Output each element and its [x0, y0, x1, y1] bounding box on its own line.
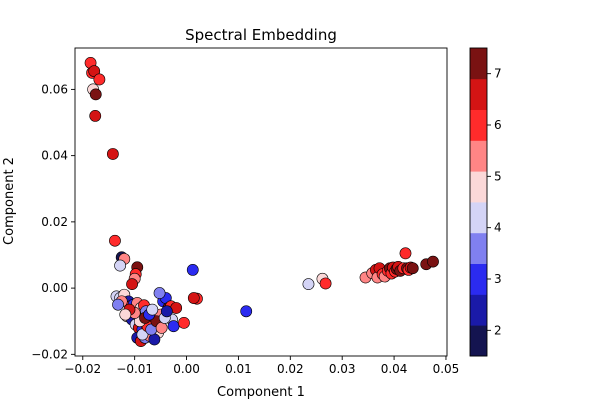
colorbar-band	[470, 78, 487, 110]
scatter-point	[112, 298, 124, 311]
colorbar-band	[470, 325, 487, 357]
scatter-point	[187, 292, 200, 304]
chart-title: Spectral Embedding	[185, 26, 337, 44]
x-tick-label: 0.04	[381, 362, 408, 376]
y-tick-label: 0.00	[41, 281, 68, 295]
y-tick-label: 0.02	[41, 215, 68, 229]
scatter-point	[160, 305, 173, 318]
scatter-point	[148, 333, 161, 346]
plot-area	[74, 47, 448, 357]
scatter-point	[119, 308, 132, 321]
colorbar-band	[470, 109, 487, 141]
scatter-point	[114, 259, 127, 272]
colorbar-band	[470, 232, 487, 264]
colorbar-tick-label: 5	[494, 169, 502, 183]
scatter-point	[178, 316, 190, 329]
scatter-point	[126, 278, 138, 291]
scatter-point	[399, 247, 412, 260]
colorbar-frame	[469, 47, 488, 357]
y-tick-label: 0.04	[41, 149, 68, 163]
scatter-point	[167, 320, 180, 333]
colorbar-tick-label: 4	[494, 221, 502, 235]
colorbar-band	[470, 294, 487, 326]
scatter-point	[153, 287, 166, 299]
scatter-point	[93, 73, 106, 86]
scatter-point	[427, 255, 439, 268]
x-tick-label: −0.02	[64, 362, 101, 376]
scatter-points	[84, 57, 439, 347]
x-tick-label: 0.05	[433, 362, 460, 376]
scatter-point	[240, 305, 253, 318]
scatter-point	[89, 88, 102, 101]
scatter-point	[106, 148, 119, 160]
colorbar-tick-label: 2	[494, 323, 502, 337]
colorbar-band	[470, 171, 487, 203]
x-tick-label: 0.01	[225, 362, 252, 376]
colorbar-band	[470, 140, 487, 172]
plot-frame	[74, 47, 448, 357]
scatter-point	[89, 109, 102, 122]
colorbar-band	[470, 263, 487, 295]
x-tick-label: −0.01	[116, 362, 153, 376]
x-tick-label: 0.02	[277, 362, 304, 376]
colorbar-tick-label: 3	[494, 272, 502, 286]
x-axis: −0.02 −0.01 0.00 0.01 0.02 0.03 0.04 0.05	[64, 356, 459, 376]
x-tick-label: 0.03	[329, 362, 356, 376]
colorbar: 2 3 4 5 6 7	[469, 47, 502, 357]
colorbar-band	[470, 48, 487, 80]
y-tick-label: −0.02	[31, 347, 68, 361]
scatter-point	[302, 278, 315, 291]
scatter-point	[319, 277, 332, 290]
scatter-point	[146, 303, 159, 316]
colorbar-band	[470, 202, 487, 234]
scatter-point	[109, 234, 121, 247]
scatter-point	[186, 263, 199, 276]
scatter-point	[406, 262, 419, 275]
colorbar-tick-label: 6	[494, 118, 502, 132]
y-axis-label: Component 2	[2, 157, 17, 245]
y-axis: −0.02 0.00 0.02 0.04 0.06	[31, 82, 75, 361]
x-tick-label: 0.00	[173, 362, 200, 376]
scatter-point	[155, 321, 168, 334]
x-axis-label: Component 1	[217, 385, 305, 400]
colorbar-tick-label: 7	[494, 67, 502, 81]
y-tick-label: 0.06	[41, 82, 68, 96]
